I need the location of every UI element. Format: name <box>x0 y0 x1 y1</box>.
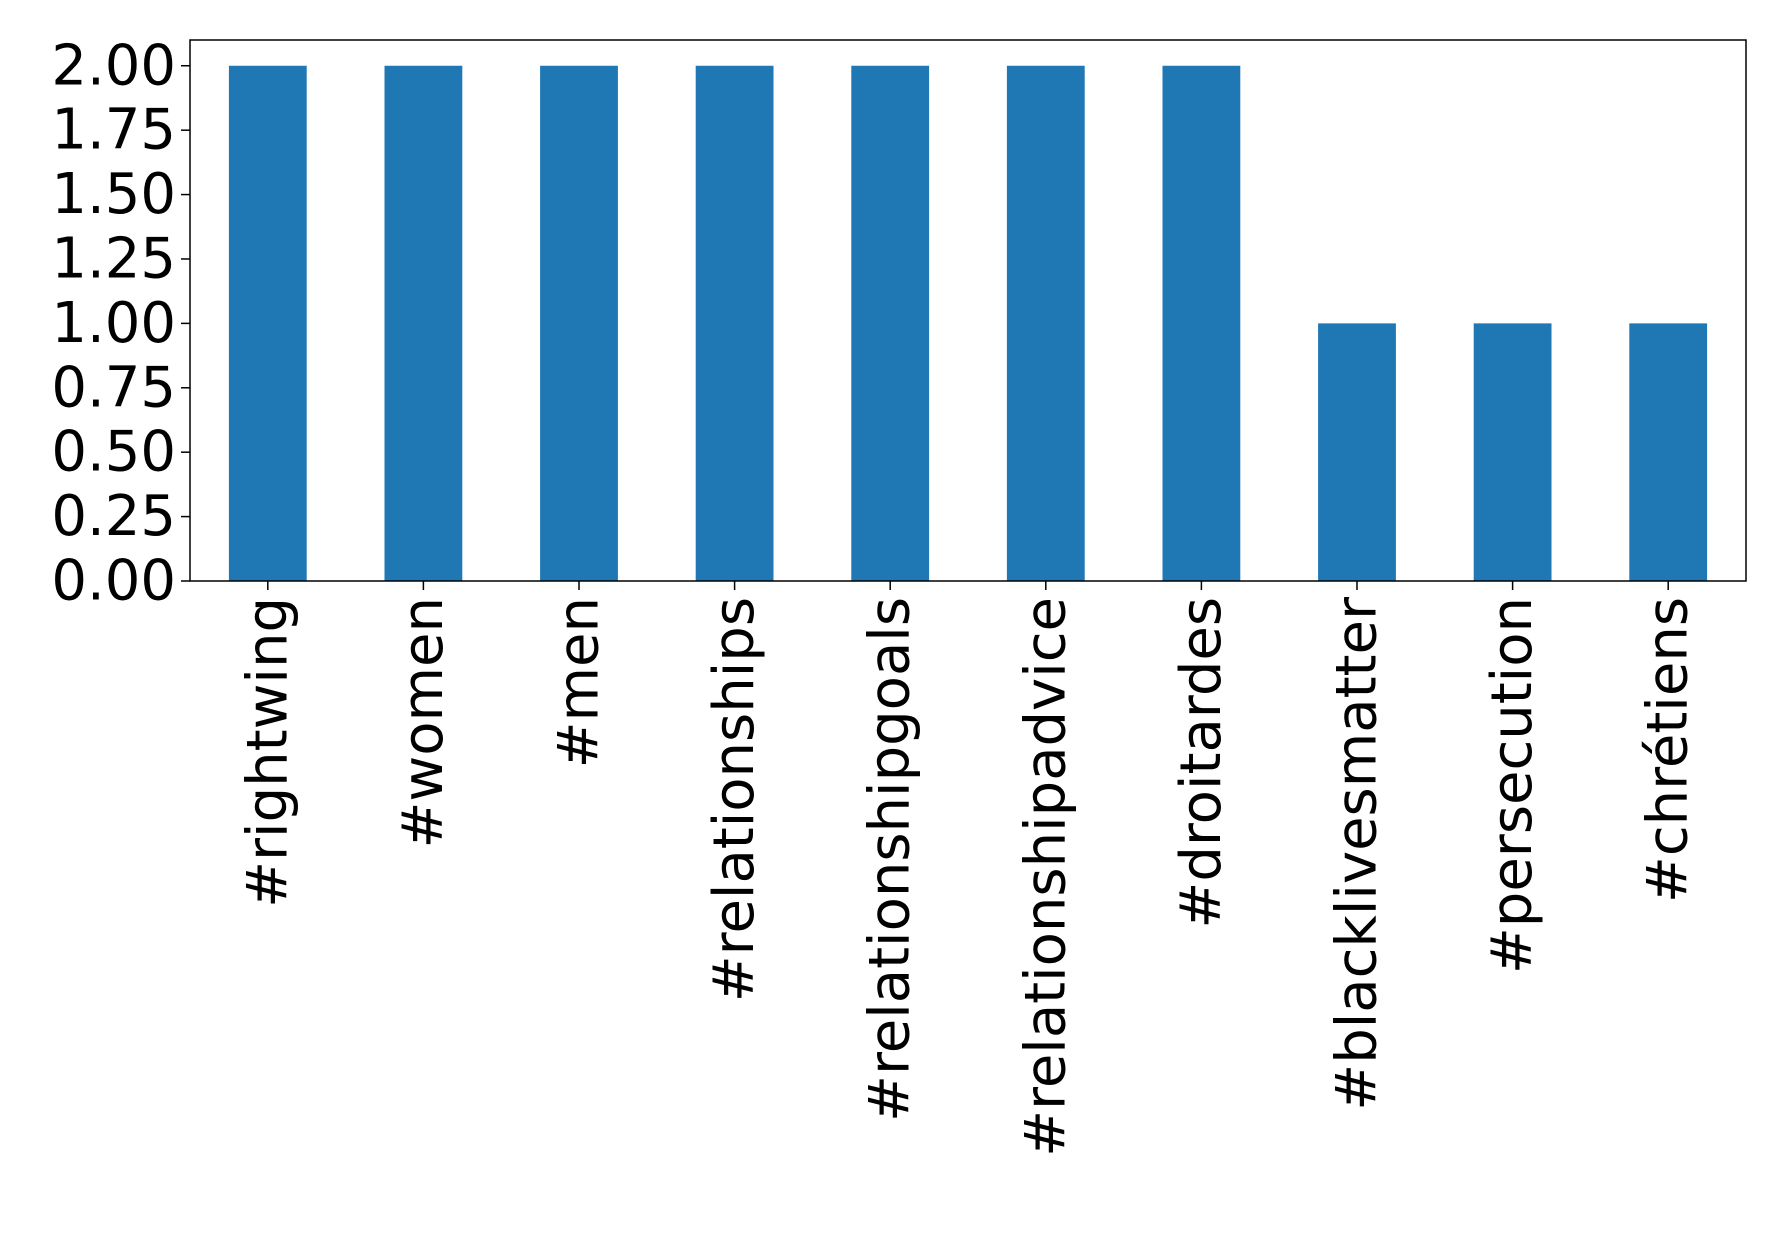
x-tick-label: #relationshipadvice <box>1013 597 1078 1157</box>
plot-frame <box>189 39 1747 582</box>
bar <box>228 65 307 581</box>
y-tick-label: 0.25 <box>51 484 176 549</box>
y-tick-label: 1.75 <box>51 98 176 163</box>
bar <box>384 65 463 581</box>
x-tick-label: #rightwing <box>235 597 300 908</box>
x-tick-label: #blacklivesmatter <box>1325 596 1390 1111</box>
y-tick-label: 0.75 <box>51 355 176 420</box>
y-tick-label: 0.50 <box>51 420 176 485</box>
bar <box>851 65 930 581</box>
y-axis: 0.000.250.500.751.001.251.501.752.00 <box>51 33 190 614</box>
bar <box>1473 323 1552 581</box>
y-tick-label: 0.00 <box>51 549 176 614</box>
x-axis: #rightwing #women #men #relationships #relat… <box>235 581 1701 1157</box>
bar <box>1006 65 1085 581</box>
bar <box>1629 323 1708 581</box>
x-tick-label: #persecution <box>1480 597 1545 974</box>
bar <box>1318 323 1396 581</box>
bar <box>695 65 774 581</box>
bar <box>1162 65 1241 581</box>
x-tick-label: #men <box>547 597 612 768</box>
bars-group <box>228 65 1708 581</box>
x-tick-label: #droitardes <box>1169 597 1234 929</box>
x-tick-label: #chrétiens <box>1636 597 1701 903</box>
x-tick-label: #relationshipgoals <box>858 597 923 1122</box>
y-tick-label: 2.00 <box>51 33 176 98</box>
y-tick-label: 1.25 <box>51 226 176 291</box>
x-tick-label: #relationships <box>702 597 767 1002</box>
y-tick-label: 1.50 <box>51 162 176 227</box>
x-tick-label: #women <box>391 597 456 848</box>
y-tick-label: 1.00 <box>51 291 176 356</box>
bar <box>540 65 618 581</box>
